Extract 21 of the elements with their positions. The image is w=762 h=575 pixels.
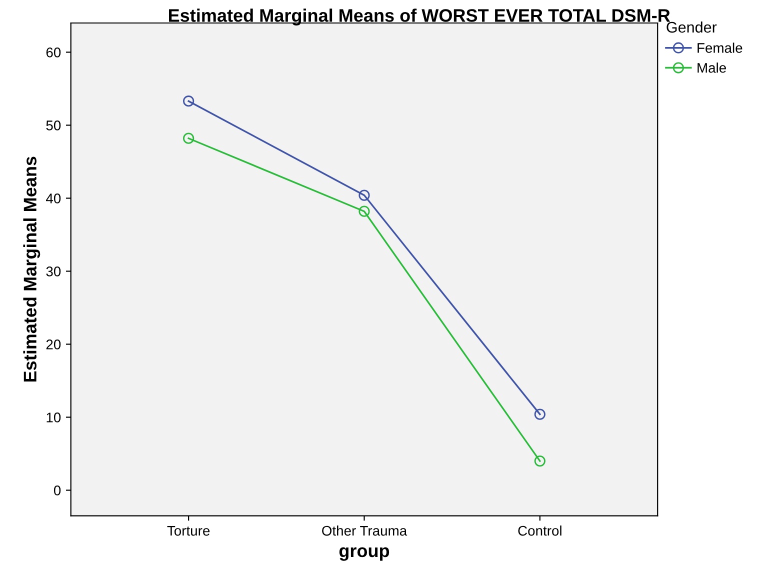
point <box>183 96 194 107</box>
point <box>358 206 370 217</box>
legend-label: Female <box>698 42 742 53</box>
y-axis-title: Estimated Marginal Means <box>23 156 40 382</box>
x-axis-title: group <box>339 547 390 561</box>
x-tick-label: Torture <box>167 526 210 536</box>
y-tick-label: 30 <box>46 266 61 276</box>
y-tick-label: 10 <box>46 412 61 422</box>
point <box>183 132 194 144</box>
point <box>534 408 546 420</box>
x-tick-label: Control <box>518 525 562 536</box>
y-tick-label: 50 <box>46 120 61 130</box>
legend-label: Male <box>698 62 726 73</box>
y-tick-label: 20 <box>46 340 61 350</box>
y-tick-label: 60 <box>46 48 61 58</box>
point <box>358 190 370 201</box>
legend-title: Gender <box>666 21 717 33</box>
point <box>534 455 546 467</box>
x-tick-label: Other Trauma <box>322 525 408 536</box>
y-tick-label: 0 <box>54 486 61 496</box>
y-tick-label: 40 <box>46 194 61 204</box>
